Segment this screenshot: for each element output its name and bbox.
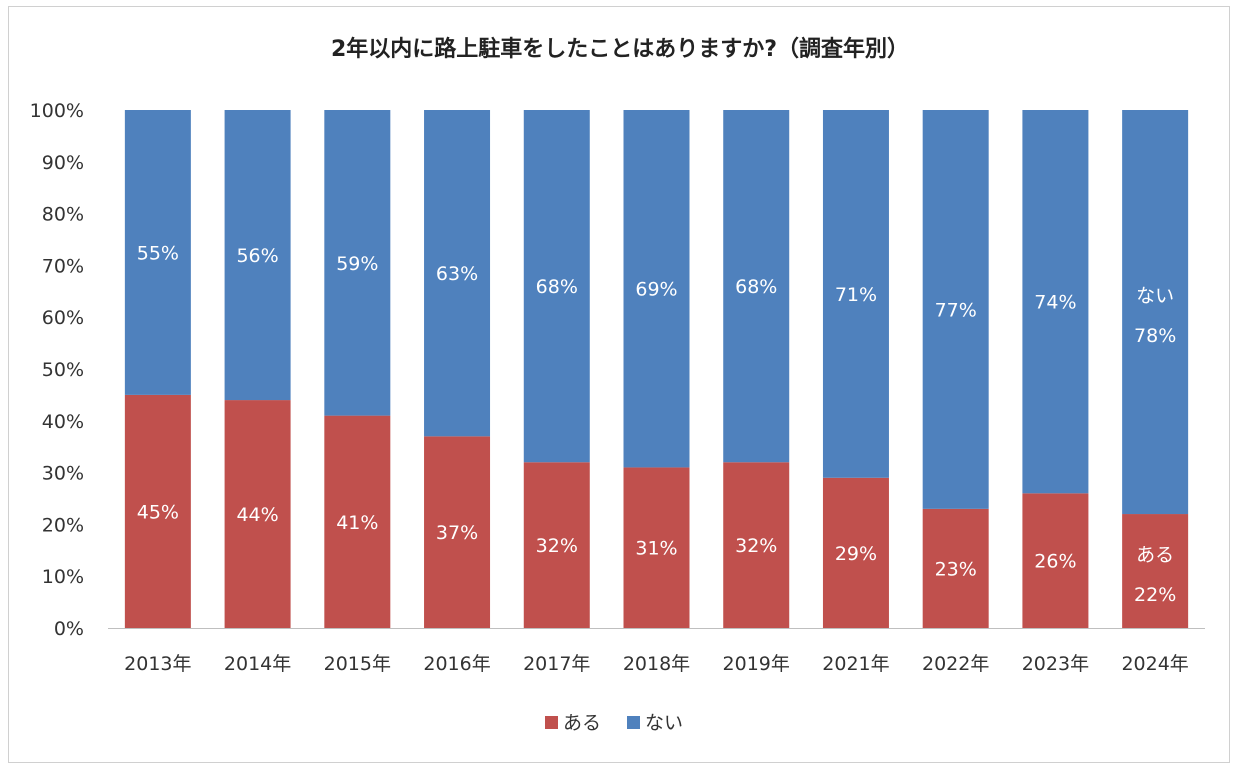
y-tick-label: 50% xyxy=(42,359,84,381)
data-label: 26% xyxy=(1034,551,1076,573)
y-tick-label: 30% xyxy=(42,463,84,485)
legend-swatch xyxy=(627,716,640,729)
chart-title: 2年以内に路上駐車をしたことはありますか?（調査年別） xyxy=(331,36,909,62)
data-label: 78% xyxy=(1134,325,1176,347)
bar-segment-aru xyxy=(1122,514,1189,628)
y-tick-label: 90% xyxy=(42,152,84,174)
x-tick-label: 2022年 xyxy=(922,653,989,675)
bar-segment-aru xyxy=(723,462,790,628)
bar-segment-aru xyxy=(124,394,191,628)
x-tick-label: 2018年 xyxy=(623,653,690,675)
x-axis: 2013年 2014年 2015年 2016年 2017年 2018年 2019年 2021年… xyxy=(108,628,1205,675)
bar-segment-nai xyxy=(1122,110,1189,515)
data-label: 23% xyxy=(935,558,977,580)
bar-segment-nai xyxy=(822,110,889,478)
x-tick-label: 2015年 xyxy=(324,653,391,675)
series-inline-label: ある xyxy=(1136,544,1174,566)
data-label: 22% xyxy=(1134,584,1176,606)
data-label: 44% xyxy=(236,504,278,526)
data-label: 59% xyxy=(336,253,378,275)
legend-label: ない xyxy=(645,712,683,734)
legend-label: ある xyxy=(563,712,601,734)
data-label: 68% xyxy=(536,276,578,298)
y-tick-label: 0% xyxy=(54,618,84,640)
bar-segment-nai xyxy=(523,110,590,463)
data-label: 55% xyxy=(137,242,179,264)
data-label: 32% xyxy=(735,535,777,557)
data-label: 31% xyxy=(635,538,677,560)
bar-segment-nai xyxy=(324,110,391,416)
bars: 45% 55% 44% 56% 41% 59% 37% 63% 32% 68% 31% 69% 32% 6… xyxy=(124,110,1189,628)
x-tick-label: 2014年 xyxy=(224,653,291,675)
data-label: 29% xyxy=(835,543,877,565)
data-label: 74% xyxy=(1034,292,1076,314)
data-label: 77% xyxy=(935,299,977,321)
x-tick-label: 2019年 xyxy=(723,653,790,675)
bar-segment-nai xyxy=(224,110,291,401)
bar-segment-aru xyxy=(623,467,690,628)
legend: ある ない xyxy=(545,712,683,734)
y-tick-label: 100% xyxy=(30,100,84,122)
y-tick-label: 80% xyxy=(42,204,84,226)
bar-segment-aru xyxy=(922,508,989,628)
bar-segment-nai xyxy=(922,110,989,509)
legend-swatch xyxy=(545,716,558,729)
y-tick-label: 60% xyxy=(42,307,84,329)
x-tick-label: 2024年 xyxy=(1121,653,1188,675)
data-label: 68% xyxy=(735,276,777,298)
bar-segment-aru xyxy=(523,462,590,628)
bar-segment-nai xyxy=(124,110,191,395)
data-label: 63% xyxy=(436,263,478,285)
data-label: 37% xyxy=(436,522,478,544)
bar-segment-nai xyxy=(723,110,790,463)
y-tick-label: 20% xyxy=(42,514,84,536)
bar-segment-aru xyxy=(224,400,291,628)
x-tick-label: 2023年 xyxy=(1022,653,1089,675)
y-tick-label: 10% xyxy=(42,566,84,588)
data-label: 32% xyxy=(536,535,578,557)
series-inline-label: ない xyxy=(1136,285,1174,307)
bar-segment-nai xyxy=(1022,110,1089,494)
bar-segment-aru xyxy=(424,436,491,628)
y-tick-label: 70% xyxy=(42,255,84,277)
bar-segment-aru xyxy=(324,415,391,628)
data-label: 45% xyxy=(137,501,179,523)
x-tick-label: 2016年 xyxy=(423,653,490,675)
x-tick-label: 2021年 xyxy=(822,653,889,675)
bar-segment-nai xyxy=(623,110,690,468)
y-axis: 0% 10% 20% 30% 40% 50% 60% 70% 80% 90% 100% xyxy=(30,100,84,640)
bar-segment-aru xyxy=(1022,493,1089,628)
data-label: 41% xyxy=(336,512,378,534)
y-tick-label: 40% xyxy=(42,411,84,433)
bar-segment-aru xyxy=(822,477,889,628)
x-tick-label: 2017年 xyxy=(523,653,590,675)
data-label: 71% xyxy=(835,284,877,306)
data-label: 69% xyxy=(635,279,677,301)
bar-segment-nai xyxy=(424,110,491,437)
x-tick-label: 2013年 xyxy=(124,653,191,675)
data-label: 56% xyxy=(236,245,278,267)
